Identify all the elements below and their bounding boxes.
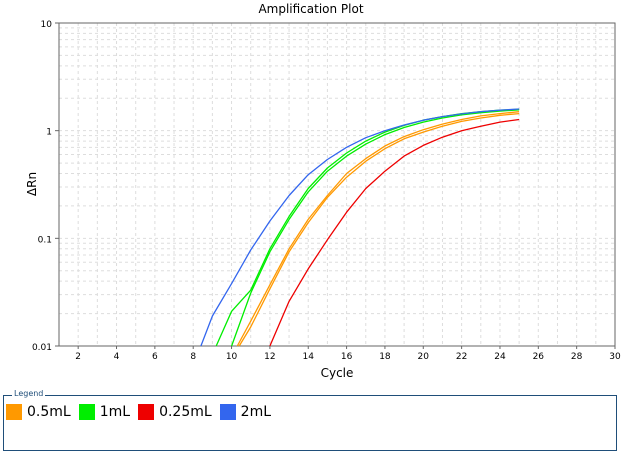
legend: Legend 0.5mL 1mL 0.25mL 2mL	[3, 389, 617, 451]
x-tick-label: 28	[571, 352, 583, 362]
x-axis-ticks: 2 4 6 8 10 12 14 16 18 20 22 24 26 28 30	[75, 346, 621, 362]
x-tick-label: 30	[609, 352, 621, 362]
y-tick-label: 0.01	[32, 343, 52, 353]
chart-title: Amplification Plot	[258, 2, 363, 16]
legend-swatch	[138, 404, 155, 420]
x-tick-label: 4	[114, 352, 120, 362]
x-tick-label: 2	[75, 352, 81, 362]
x-tick-label: 8	[190, 352, 196, 362]
legend-item: 2mL	[219, 404, 272, 420]
legend-item: 1mL	[78, 404, 131, 420]
legend-items: 0.5mL 1mL 0.25mL 2mL	[6, 404, 279, 420]
legend-item: 0.25mL	[138, 404, 212, 420]
x-tick-label: 10	[226, 352, 238, 362]
legend-swatch	[78, 404, 95, 420]
series-line-1mL	[215, 108, 520, 347]
y-tick-label: 10	[41, 20, 53, 30]
x-tick-label: 20	[418, 352, 430, 362]
x-tick-label: 12	[264, 352, 275, 362]
x-tick-label: 26	[533, 352, 545, 362]
series-line-1mL	[230, 109, 520, 347]
y-tick-label: 0.1	[38, 235, 52, 245]
series-line-2mL	[200, 108, 520, 347]
legend-item: 0.5mL	[6, 404, 71, 420]
series-line-0.5mL	[238, 112, 520, 347]
series-line-0.25mL	[269, 118, 520, 347]
series-line-0.5mL	[236, 111, 520, 347]
legend-title: Legend	[12, 389, 46, 398]
legend-label: 1mL	[99, 404, 131, 420]
legend-swatch	[219, 404, 236, 420]
x-tick-label: 24	[494, 352, 506, 362]
legend-swatch	[6, 404, 22, 420]
plot-area-border	[58, 22, 616, 347]
legend-label: 2mL	[240, 404, 272, 420]
series-lines	[200, 108, 520, 347]
x-tick-label: 16	[341, 352, 353, 362]
legend-label: 0.25mL	[159, 404, 212, 420]
y-axis-ticks: 0.01 0.1 1 10	[32, 20, 59, 353]
x-tick-label: 18	[379, 352, 391, 362]
x-tick-label: 14	[303, 352, 315, 362]
y-tick-label: 1	[46, 128, 52, 138]
legend-label: 0.5mL	[27, 404, 71, 420]
x-axis-title: Cycle	[321, 366, 354, 380]
y-axis-title: ΔRn	[25, 172, 39, 196]
x-tick-label: 6	[152, 352, 158, 362]
x-tick-label: 22	[456, 352, 467, 362]
